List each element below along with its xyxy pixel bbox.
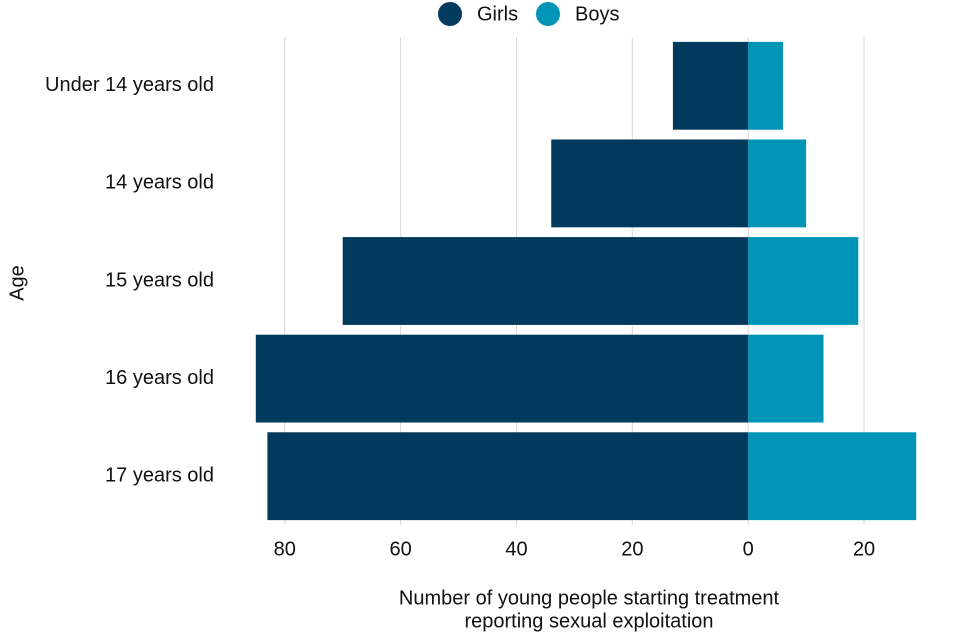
- y-tick-label: 15 years old: [105, 269, 214, 291]
- x-tick-label: 60: [389, 538, 411, 560]
- x-tick-label: 20: [621, 538, 643, 560]
- y-tick-label: 14 years old: [105, 172, 214, 194]
- x-axis-title: Number of young people starting treatmen…: [399, 587, 780, 609]
- x-axis-title: reporting sexual exploitation: [464, 610, 713, 632]
- legend-label: Boys: [575, 3, 619, 25]
- legend-marker: [438, 2, 462, 26]
- y-tick-label: 16 years old: [105, 367, 214, 389]
- bar: [267, 432, 749, 521]
- bar: [748, 237, 859, 325]
- x-tick-label: 20: [853, 538, 875, 560]
- x-tick-label: 40: [505, 538, 527, 560]
- bar: [672, 41, 749, 130]
- x-tick-label: 80: [274, 538, 296, 560]
- y-tick-label: 17 years old: [105, 464, 214, 486]
- bar: [748, 139, 807, 228]
- bar: [748, 432, 917, 521]
- y-tick-label: Under 14 years old: [45, 74, 214, 96]
- legend-label: Girls: [477, 3, 518, 25]
- bar: [342, 237, 749, 325]
- x-tick-label: 0: [743, 538, 754, 560]
- bar: [551, 139, 749, 228]
- bar: [255, 334, 749, 423]
- bar: [748, 334, 824, 423]
- legend-marker: [536, 2, 560, 26]
- y-axis-title: Age: [6, 265, 28, 301]
- bar: [748, 41, 783, 130]
